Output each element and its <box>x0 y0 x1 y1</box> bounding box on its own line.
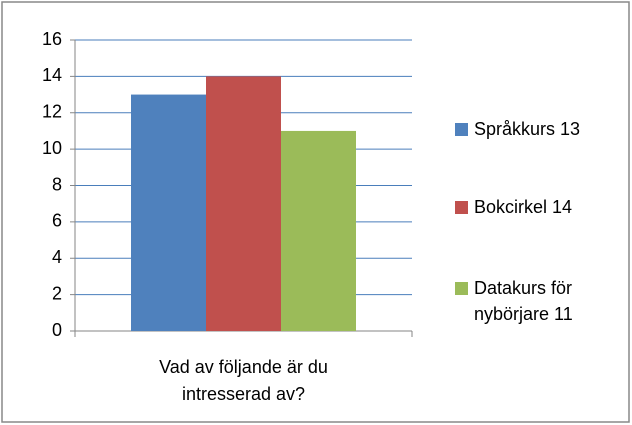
bar <box>206 76 281 331</box>
y-tick-label: 12 <box>42 102 62 122</box>
legend-label: Språkkurs 13 <box>474 119 581 139</box>
y-tick-label: 8 <box>52 174 62 194</box>
legend-swatch <box>455 282 468 295</box>
legend-entry: Språkkurs 13 <box>455 116 620 142</box>
y-tick-label: 6 <box>52 211 62 231</box>
y-tick-label: 0 <box>52 320 62 340</box>
legend-label: Datakurs för nybörjare 11 <box>474 278 573 324</box>
legend-swatch <box>455 123 468 136</box>
y-tick-label: 16 <box>42 29 62 49</box>
y-tick-label: 14 <box>42 65 62 85</box>
legend-entry: Datakurs för nybörjare 11 <box>455 275 620 327</box>
legend-label: Bokcirkel 14 <box>474 197 573 217</box>
y-tick-label: 10 <box>42 138 62 158</box>
x-tick-label: Vad av följande är du intresserad av? <box>159 357 328 404</box>
y-tick-label: 4 <box>52 247 62 267</box>
bar <box>131 94 206 331</box>
y-tick-label: 2 <box>52 283 62 303</box>
bar <box>281 130 356 331</box>
legend-swatch <box>455 201 468 214</box>
legend-entry: Bokcirkel 14 <box>455 194 620 220</box>
